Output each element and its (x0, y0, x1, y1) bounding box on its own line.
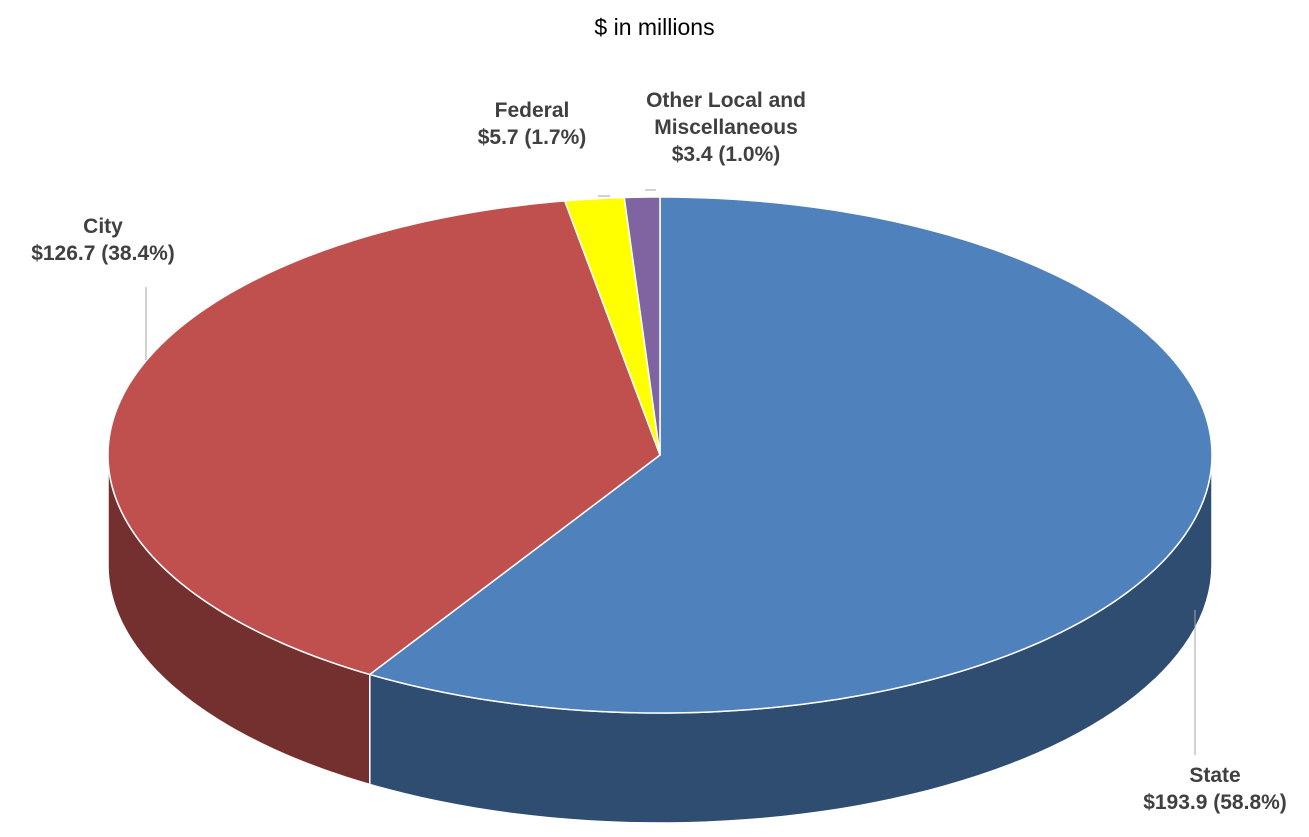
slice (368, 196, 1213, 714)
slice (563, 196, 661, 456)
data-label: Other Local and Miscellaneous $3.4 (1.0%) (611, 87, 841, 168)
data-label: State $193.9 (58.8%) (1085, 762, 1309, 816)
category-label: Federal (494, 99, 570, 122)
slice (623, 196, 661, 456)
category-label: Other Local and Miscellaneous (646, 89, 806, 139)
value-label: $193.9 (58.8%) (1143, 791, 1287, 814)
chart-title: $ in millions (594, 14, 715, 40)
data-label: City $126.7 (38.4%) (0, 213, 223, 267)
value-label: $126.7 (38.4%) (31, 242, 175, 265)
value-label: $5.7 (1.7%) (477, 126, 587, 149)
data-label: Federal $5.7 (1.7%) (432, 97, 632, 151)
category-label: City (83, 215, 123, 238)
category-label: State (1189, 764, 1241, 787)
pie (107, 196, 1213, 824)
slice (107, 200, 661, 676)
value-label: $3.4 (1.0%) (671, 143, 781, 166)
